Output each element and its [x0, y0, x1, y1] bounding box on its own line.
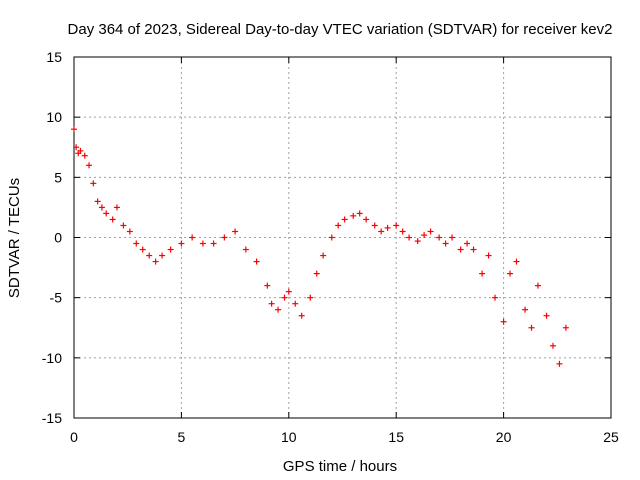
data-point — [528, 324, 535, 331]
data-point — [464, 240, 471, 247]
data-point — [534, 282, 541, 289]
data-point — [562, 324, 569, 331]
data-point — [253, 258, 260, 265]
data-point — [77, 147, 84, 154]
data-point — [109, 216, 116, 223]
data-point — [543, 312, 550, 319]
data-point — [81, 152, 88, 159]
data-point — [307, 294, 314, 301]
axis-ticks: 0 5 10 15 20 25 -15 -10 -5 0 5 10 15 — [42, 49, 619, 445]
data-point — [281, 294, 288, 301]
y-tick-label: 10 — [46, 109, 62, 125]
data-point — [189, 234, 196, 241]
data-point — [427, 228, 434, 235]
data-point — [485, 252, 492, 259]
x-tick-label: 25 — [603, 429, 619, 445]
y-tick-label: -15 — [42, 410, 62, 426]
data-point — [414, 238, 421, 245]
y-axis-label: SDTVAR / TECUs — [6, 178, 23, 298]
data-point — [73, 144, 80, 151]
data-point — [457, 246, 464, 253]
data-point — [507, 270, 514, 277]
data-point — [98, 204, 105, 211]
data-point — [378, 228, 385, 235]
data-point — [232, 228, 239, 235]
data-point — [167, 246, 174, 253]
data-point — [90, 180, 97, 187]
data-point — [86, 162, 93, 169]
data-point — [406, 234, 413, 241]
data-point — [513, 258, 520, 265]
data-point — [350, 212, 357, 219]
data-point — [335, 222, 342, 229]
data-point — [268, 300, 275, 307]
data-point — [550, 342, 557, 349]
data-point — [442, 240, 449, 247]
x-tick-label: 10 — [281, 429, 297, 445]
y-tick-label: 0 — [54, 230, 62, 246]
y-tick-label: -5 — [50, 290, 63, 306]
data-point — [479, 270, 486, 277]
data-point — [113, 204, 120, 211]
data-point — [399, 228, 406, 235]
data-series — [71, 126, 569, 367]
x-axis-label: GPS time / hours — [283, 458, 397, 475]
data-point — [275, 306, 282, 313]
data-point — [470, 246, 477, 253]
data-point — [264, 282, 271, 289]
x-tick-label: 5 — [178, 429, 186, 445]
data-point — [363, 216, 370, 223]
data-point — [159, 252, 166, 259]
data-point — [133, 240, 140, 247]
data-point — [500, 318, 507, 325]
data-point — [492, 294, 499, 301]
data-point — [199, 240, 206, 247]
data-point — [371, 222, 378, 229]
data-point — [210, 240, 217, 247]
data-point — [126, 228, 133, 235]
data-point — [298, 312, 305, 319]
data-point — [328, 234, 335, 241]
data-point — [285, 288, 292, 295]
data-point — [313, 270, 320, 277]
x-tick-label: 15 — [388, 429, 404, 445]
data-point — [242, 246, 249, 253]
chart-title: Day 364 of 2023, Sidereal Day-to-day VTE… — [68, 21, 613, 38]
x-tick-label: 0 — [70, 429, 78, 445]
data-point — [341, 216, 348, 223]
data-point — [556, 360, 563, 367]
data-point — [384, 224, 391, 231]
x-tick-label: 20 — [496, 429, 512, 445]
grid — [74, 57, 611, 418]
data-point — [94, 198, 101, 205]
data-point — [221, 234, 228, 241]
data-point — [292, 300, 299, 307]
y-tick-label: 5 — [54, 169, 62, 185]
data-point — [522, 306, 529, 313]
data-point — [152, 258, 159, 265]
data-point — [146, 252, 153, 259]
data-point — [178, 240, 185, 247]
data-point — [393, 222, 400, 229]
data-point — [103, 210, 110, 217]
data-point — [421, 232, 428, 239]
data-point — [71, 126, 77, 133]
data-point — [139, 246, 146, 253]
data-point — [320, 252, 327, 259]
data-point — [356, 210, 363, 217]
data-point — [436, 234, 443, 241]
y-tick-label: -10 — [42, 350, 62, 366]
data-point — [120, 222, 127, 229]
y-tick-label: 15 — [46, 49, 62, 65]
data-point — [449, 234, 456, 241]
